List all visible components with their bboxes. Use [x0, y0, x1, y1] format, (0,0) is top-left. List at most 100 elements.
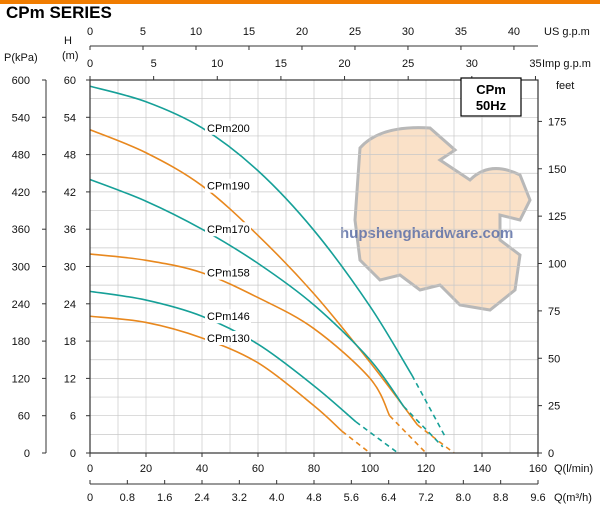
lpm-tick-label: 120 — [417, 463, 435, 475]
chart-subtitle: 50Hz — [476, 98, 507, 113]
pressure-tick-label: 240 — [12, 299, 30, 311]
lpm-tick-label: 60 — [252, 463, 264, 475]
m3h-tick-label: 8.8 — [493, 492, 508, 504]
curve-cpm200 — [89, 85, 413, 376]
pressure-tick-label: 540 — [12, 112, 30, 124]
pressure-tick-label: 0 — [24, 448, 30, 460]
feet-tick-label: 100 — [548, 259, 566, 271]
pressure-tick-label: 420 — [12, 187, 30, 199]
feet-tick-label: 0 — [548, 448, 554, 460]
curve-label-cpm158: CPm158 — [207, 268, 250, 280]
curve-cpm170 — [89, 178, 405, 407]
feet-tick-label: 150 — [548, 164, 566, 176]
head-tick-label: 24 — [64, 299, 76, 311]
curve-label-bg — [205, 178, 251, 193]
watermark-logo: hupshenghardware.com — [340, 126, 532, 312]
m3h-tick-label: 0 — [87, 492, 93, 504]
us-gpm-tick-label: 35 — [455, 26, 467, 38]
imp-gpm-tick-label: 0 — [87, 58, 93, 70]
head-tick-label: 48 — [64, 150, 76, 162]
chart-title-box: CPm 50Hz — [460, 77, 522, 117]
m3h-tick-label: 5.6 — [344, 492, 359, 504]
imp-gpm-tick-label: 10 — [211, 58, 223, 70]
head-tick-label: 60 — [64, 75, 76, 87]
feet-axis-label: feet — [556, 80, 574, 92]
pressure-tick-label: 180 — [12, 336, 30, 348]
pump-curves: CPm200 CPm190 CPm170 CPm158 CPm146 CPm130 — [89, 85, 455, 454]
head-tick-label: 36 — [64, 224, 76, 236]
top-accent-bar — [0, 0, 600, 4]
chart-title: CPm — [476, 82, 506, 97]
series-title: CPm SERIES — [6, 3, 112, 22]
m3h-tick-label: 2.4 — [194, 492, 209, 504]
m3h-tick-label: 4.0 — [269, 492, 284, 504]
pressure-tick-label: 300 — [12, 262, 30, 274]
watermark-text: hupshenghardware.com — [340, 225, 513, 242]
imp-gpm-axis-label: Imp g.p.m — [542, 58, 591, 70]
m3h-tick-label: 0.8 — [120, 492, 135, 504]
us-gpm-tick-label: 20 — [296, 26, 308, 38]
curve-label-cpm200: CPm200 — [207, 123, 250, 135]
m3h-tick-label: 1.6 — [157, 492, 172, 504]
curve-cpm146 — [89, 290, 357, 423]
imp-gpm-tick-label: 30 — [466, 58, 478, 70]
chart-grid — [89, 79, 539, 454]
feet-tick-label: 125 — [548, 211, 566, 223]
head-tick-label: 54 — [64, 112, 76, 124]
curve-cpm170-dashed — [403, 405, 444, 448]
pressure-tick-label: 360 — [12, 224, 30, 236]
lpm-axis-label: Q(l/min) — [554, 463, 593, 475]
imp-gpm-tick-label: 20 — [338, 58, 350, 70]
curve-label-bg — [205, 222, 251, 237]
curve-label-cpm146: CPm146 — [207, 311, 250, 323]
us-gpm-tick-label: 25 — [349, 26, 361, 38]
head-axis-label-top: H — [64, 35, 72, 47]
curve-cpm190 — [89, 128, 419, 426]
pressure-tick-label: 120 — [12, 373, 30, 385]
lpm-tick-label: 100 — [361, 463, 379, 475]
pressure-axis-label: P(kPa) — [4, 52, 38, 64]
us-gpm-tick-label: 5 — [140, 26, 146, 38]
lpm-tick-label: 160 — [529, 463, 547, 475]
m3h-tick-label: 9.6 — [530, 492, 545, 504]
us-gpm-tick-label: 30 — [402, 26, 414, 38]
m3h-tick-label: 4.8 — [306, 492, 321, 504]
curve-label-bg — [205, 120, 251, 135]
head-tick-label: 30 — [64, 262, 76, 274]
curve-label-cpm190: CPm190 — [207, 181, 250, 193]
head-tick-label: 0 — [70, 448, 76, 460]
lpm-tick-label: 80 — [308, 463, 320, 475]
curve-label-bg — [205, 309, 251, 324]
feet-tick-label: 25 — [548, 401, 560, 413]
feet-tick-label: 50 — [548, 353, 560, 365]
imp-gpm-tick-label: 5 — [151, 58, 157, 70]
m3h-tick-label: 7.2 — [418, 492, 433, 504]
curve-cpm146-dashed — [355, 421, 399, 454]
imp-gpm-tick-label: 25 — [402, 58, 414, 70]
us-gpm-tick-label: 40 — [508, 26, 520, 38]
imp-gpm-tick-label: 35 — [529, 58, 541, 70]
pressure-tick-label: 480 — [12, 150, 30, 162]
imp-gpm-tick-label: 15 — [275, 58, 287, 70]
m3h-tick-label: 6.4 — [381, 492, 396, 504]
curve-label-bg — [205, 330, 251, 345]
curve-label-bg — [205, 265, 251, 280]
curve-label-cpm130: CPm130 — [207, 333, 250, 345]
curve-cpm130-dashed — [341, 430, 371, 454]
m3h-tick-label: 3.2 — [232, 492, 247, 504]
lpm-tick-label: 0 — [87, 463, 93, 475]
lpm-tick-label: 40 — [196, 463, 208, 475]
pressure-tick-label: 60 — [18, 411, 30, 423]
us-gpm-tick-label: 15 — [243, 26, 255, 38]
head-tick-label: 42 — [64, 187, 76, 199]
lpm-tick-label: 20 — [140, 463, 152, 475]
m3h-axis-label: Q(m³/h) — [554, 492, 592, 504]
pressure-tick-label: 600 — [12, 75, 30, 87]
head-tick-label: 18 — [64, 336, 76, 348]
feet-tick-label: 175 — [548, 116, 566, 128]
head-axis-label-bottom: (m) — [62, 50, 79, 62]
lpm-tick-label: 140 — [473, 463, 491, 475]
curve-cpm158 — [89, 253, 391, 417]
